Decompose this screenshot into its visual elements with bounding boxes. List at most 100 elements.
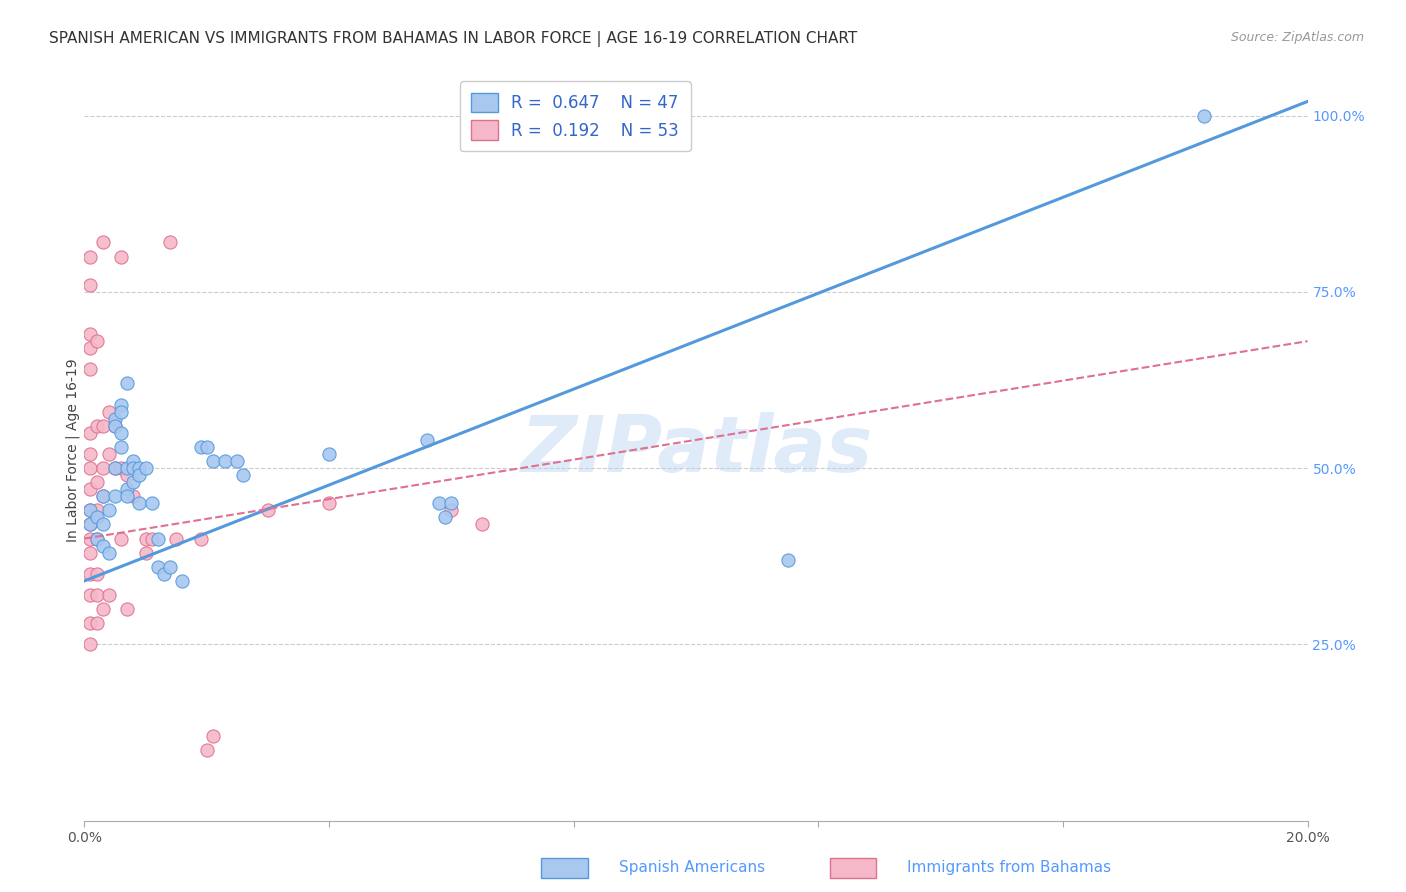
Point	[97, 588, 120, 602]
Point	[79, 503, 101, 517]
Point	[201, 454, 224, 468]
Point	[97, 546, 120, 560]
Point	[1192, 109, 1215, 123]
Point	[91, 517, 114, 532]
Point	[128, 496, 150, 510]
Point	[122, 475, 145, 490]
Point	[232, 468, 254, 483]
Point	[159, 559, 181, 574]
Point	[91, 235, 114, 250]
Point	[79, 517, 101, 532]
Point	[79, 546, 101, 560]
Point	[104, 418, 127, 433]
Point	[122, 461, 145, 475]
Point	[440, 496, 463, 510]
Point	[195, 440, 218, 454]
Point	[97, 503, 120, 517]
Y-axis label: In Labor Force | Age 16-19: In Labor Force | Age 16-19	[66, 359, 80, 542]
Text: Spanish Americans: Spanish Americans	[619, 860, 765, 874]
Point	[141, 532, 163, 546]
Point	[79, 327, 101, 342]
Point	[318, 447, 340, 461]
Point	[79, 425, 101, 440]
Point	[318, 496, 340, 510]
Point	[172, 574, 194, 588]
Point	[135, 532, 157, 546]
Point	[128, 468, 150, 483]
Point	[104, 489, 127, 503]
Point	[115, 602, 138, 616]
Point	[86, 510, 108, 524]
Point	[79, 250, 101, 264]
Point	[110, 405, 132, 419]
Point	[79, 616, 101, 631]
Point	[104, 418, 127, 433]
Point	[91, 539, 114, 553]
Point	[190, 532, 212, 546]
Point	[122, 454, 145, 468]
Point	[79, 362, 101, 376]
Point	[257, 503, 280, 517]
Point	[91, 461, 114, 475]
Point	[115, 461, 138, 475]
Point	[79, 277, 101, 292]
Point	[79, 566, 101, 581]
Point	[141, 496, 163, 510]
Point	[86, 503, 108, 517]
Point	[86, 334, 108, 348]
Point	[79, 637, 101, 651]
Point	[86, 532, 108, 546]
Text: Immigrants from Bahamas: Immigrants from Bahamas	[907, 860, 1111, 874]
Point	[91, 489, 114, 503]
Point	[79, 588, 101, 602]
Point	[214, 454, 236, 468]
Point	[86, 532, 108, 546]
Point	[159, 235, 181, 250]
Point	[427, 496, 450, 510]
Point	[776, 553, 799, 567]
Point	[79, 532, 101, 546]
Point	[110, 532, 132, 546]
Point	[110, 398, 132, 412]
Point	[165, 532, 187, 546]
Point	[104, 411, 127, 425]
Point	[122, 489, 145, 503]
Point	[115, 376, 138, 391]
Point	[79, 341, 101, 355]
Point	[190, 440, 212, 454]
Point	[79, 447, 101, 461]
Point	[110, 461, 132, 475]
Legend: R =  0.647    N = 47, R =  0.192    N = 53: R = 0.647 N = 47, R = 0.192 N = 53	[460, 81, 690, 152]
Point	[97, 405, 120, 419]
Point	[86, 566, 108, 581]
Point	[86, 588, 108, 602]
Point	[226, 454, 249, 468]
Point	[416, 433, 439, 447]
Point	[104, 461, 127, 475]
Point	[153, 566, 176, 581]
Point	[91, 418, 114, 433]
Text: SPANISH AMERICAN VS IMMIGRANTS FROM BAHAMAS IN LABOR FORCE | AGE 16-19 CORRELATI: SPANISH AMERICAN VS IMMIGRANTS FROM BAHA…	[49, 31, 858, 47]
Point	[91, 489, 114, 503]
Point	[104, 461, 127, 475]
Point	[110, 250, 132, 264]
Point	[79, 517, 101, 532]
Point	[115, 482, 138, 496]
Point	[135, 461, 157, 475]
Point	[79, 503, 101, 517]
Point	[115, 489, 138, 503]
Point	[79, 482, 101, 496]
Point	[440, 503, 463, 517]
Point	[97, 447, 120, 461]
Point	[434, 510, 457, 524]
Point	[115, 468, 138, 483]
Point	[86, 616, 108, 631]
Point	[86, 418, 108, 433]
Point	[471, 517, 494, 532]
Point	[91, 602, 114, 616]
Point	[110, 425, 132, 440]
Point	[146, 532, 169, 546]
Point	[86, 475, 108, 490]
Text: Source: ZipAtlas.com: Source: ZipAtlas.com	[1230, 31, 1364, 45]
Point	[79, 461, 101, 475]
